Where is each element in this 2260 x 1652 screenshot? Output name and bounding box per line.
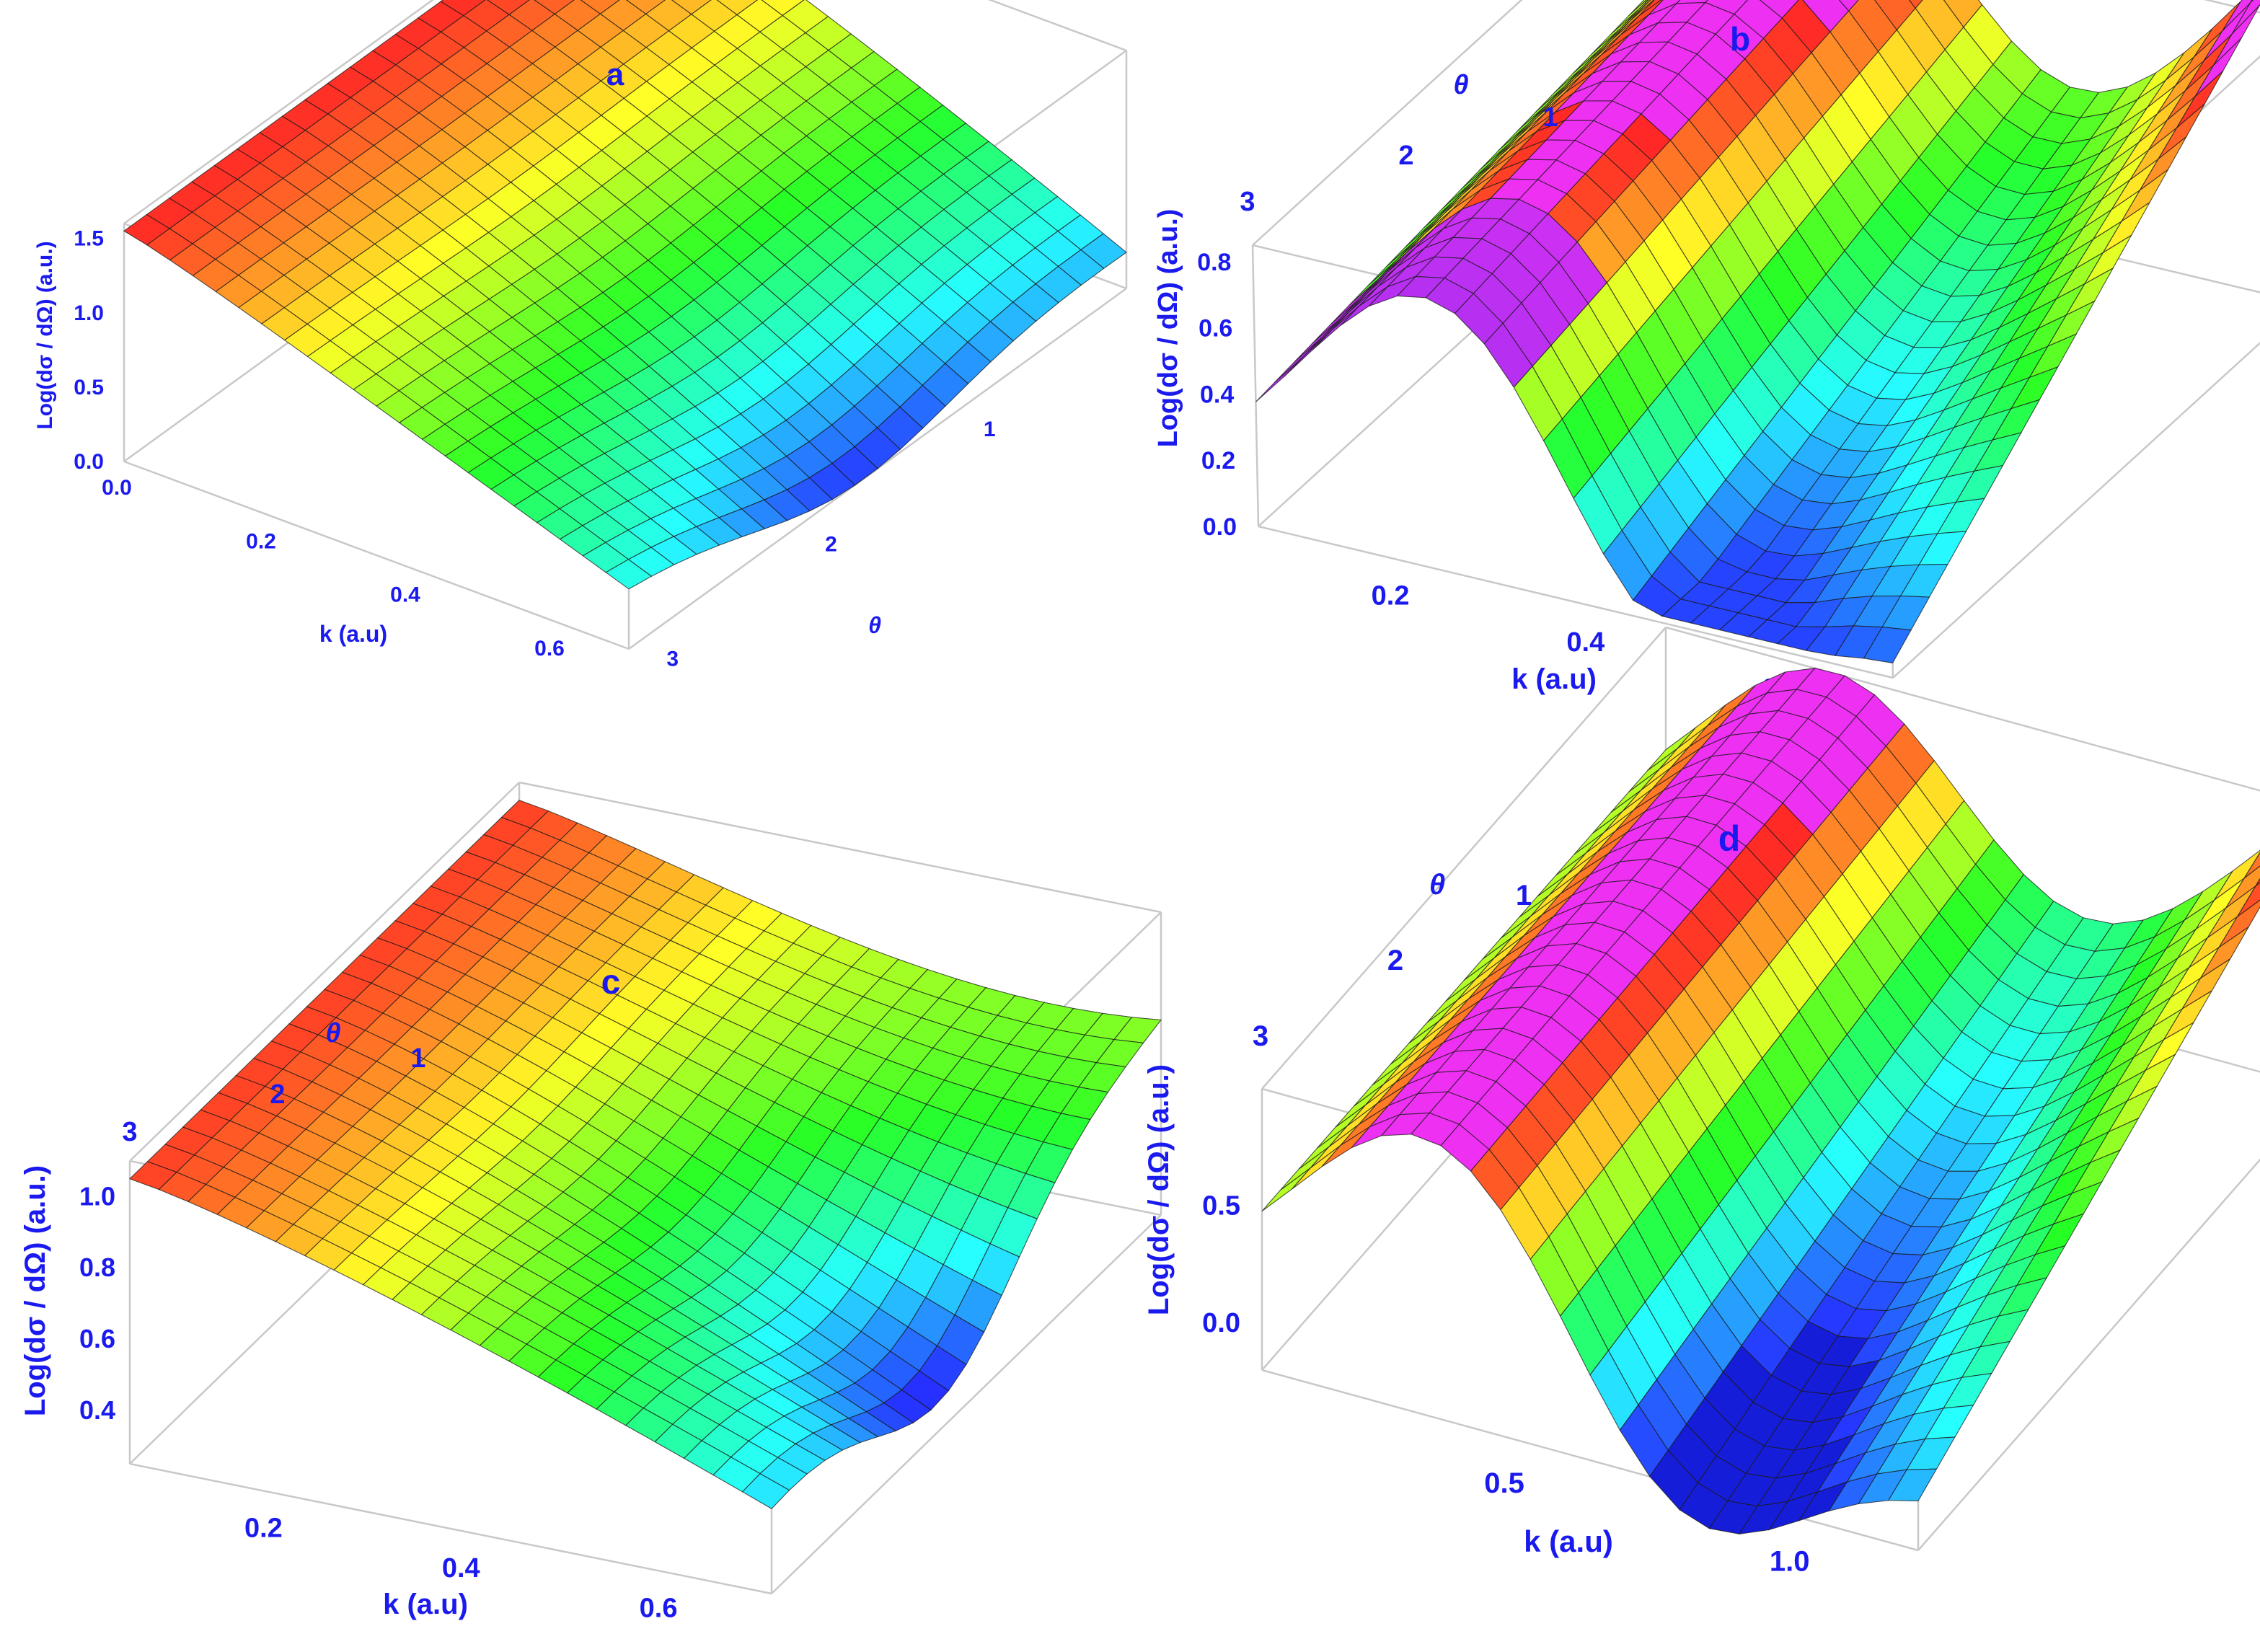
z-tick-label: 0.0 [74,450,104,474]
panel-a-box-edge [123,0,434,225]
panel-a-box-edge [123,460,630,650]
panel-d-title: d [1718,818,1741,859]
theta-tick-label: 2 [825,532,837,556]
z-tick-label: 0.0 [1203,513,1237,541]
k-tick-label: 0.2 [244,1514,283,1544]
surface-patch [605,559,653,590]
k-tick-label: 0.4 [1566,627,1604,658]
theta-tick-label: 3 [1253,1020,1268,1052]
k-tick-label: 0.4 [442,1553,480,1583]
z-tick-label: 0.8 [79,1253,115,1282]
panel-b-box-edge [1251,244,1260,527]
theta-tick-label: 3 [1240,187,1255,217]
z-axis-label: Log(dσ / dΩ) (a.u.) [33,241,57,429]
panel-b-box-edge [1892,341,2260,679]
z-axis-label: Log(dσ / dΩ) (a.u.) [1153,209,1183,448]
chart-panel-c: c 0.4 0.6 0.8 1.0 0.2 0.4 0.6 1 2 3 θ k (a.u) Log(dσ … [19,781,1162,1623]
z-tick-label: 0.2 [1201,447,1235,474]
panel-c-box-edge [129,782,520,1162]
k-tick-label: 0.6 [534,637,565,661]
k-axis-label: k (a.u) [1511,663,1597,695]
theta-axis-label: θ [1453,70,1468,100]
z-tick-label: 0.4 [79,1395,115,1425]
surface-patch [1838,0,1859,12]
k-tick-label: 0.5 [1484,1467,1524,1499]
z-tick-label: 0.6 [1199,315,1232,343]
theta-tick-label: 2 [270,1079,285,1110]
z-axis-label: Log(dσ / dΩ) (a.u.) [1143,1064,1175,1315]
panel-c-box-edge [518,781,1162,914]
k-tick-label: 1.0 [1770,1546,1810,1578]
theta-axis-label: θ [1429,869,1445,901]
theta-tick-label: 3 [122,1117,137,1147]
z-tick-label: 1.5 [74,227,104,251]
k-tick-label: 0.0 [102,476,132,500]
panel-d-box-edge [1261,627,1667,1090]
surface-patch [1908,0,1923,9]
k-axis-label: k (a.u) [319,621,387,647]
k-tick-label: 0.4 [390,583,420,607]
theta-axis-label: θ [868,612,881,638]
z-tick-label: 1.0 [79,1181,115,1211]
chart-panel-d: d 0.0 0.5 0.5 1.0 1 2 3 θ k (a.u) Log(dσ / dΩ) (a.… [1143,626,2260,1578]
k-tick-label: 0.2 [246,529,276,553]
panel-d-box-edge [1665,626,2260,792]
panel-b-box-edge [1258,525,1894,679]
theta-tick-label: 3 [666,648,679,671]
chart-panel-a: a 0.0 0.5 1.0 1.5 0.0 0.2 0.4 0.6 1 2 3 k (a.u) θ Log(… [33,0,1128,671]
k-axis-label: k (a.u) [1524,1524,1613,1558]
panel-b-box-edge [1252,0,1523,246]
k-tick-label: 0.6 [640,1593,678,1623]
panel-c-box-edge [129,1462,772,1595]
panel-a-title: a [606,57,624,92]
theta-tick-label: 1 [984,418,996,441]
surface-patch [741,1472,790,1509]
z-tick-label: 0.5 [1202,1191,1240,1222]
panel-a-box-edge [987,0,1127,52]
panel-c-box-edge [771,1214,1162,1594]
theta-tick-label: 2 [1387,945,1403,976]
z-tick-label: 0.5 [74,376,104,399]
z-tick-label: 0.8 [1197,249,1231,276]
z-axis-label: Log(dσ / dΩ) (a.u.) [19,1165,51,1416]
k-axis-label: k (a.u) [383,1589,468,1620]
z-tick-label: 0.6 [79,1324,115,1353]
surface-patch [1863,627,1912,663]
panel-d-box-edge [1261,1369,1919,1552]
surface-patch [1255,357,1303,402]
panel-d-box-edge [1917,1158,2260,1551]
surface-patch [1261,1167,1311,1212]
theta-tick-label: 2 [1398,141,1413,171]
z-tick-label: 0.4 [1200,381,1234,408]
theta-tick-label: 1 [410,1043,425,1074]
surface-patch [1738,1501,1788,1535]
z-tick-label: 0.0 [1202,1308,1240,1338]
k-tick-label: 0.2 [1372,580,1410,611]
panel-c-title: c [601,963,621,1002]
z-tick-label: 1.0 [74,301,104,325]
theta-tick-label: 1 [1516,880,1532,911]
panel-b-title: b [1730,20,1750,58]
theta-axis-label: θ [325,1018,340,1048]
theta-tick-label: 1 [1542,102,1558,133]
